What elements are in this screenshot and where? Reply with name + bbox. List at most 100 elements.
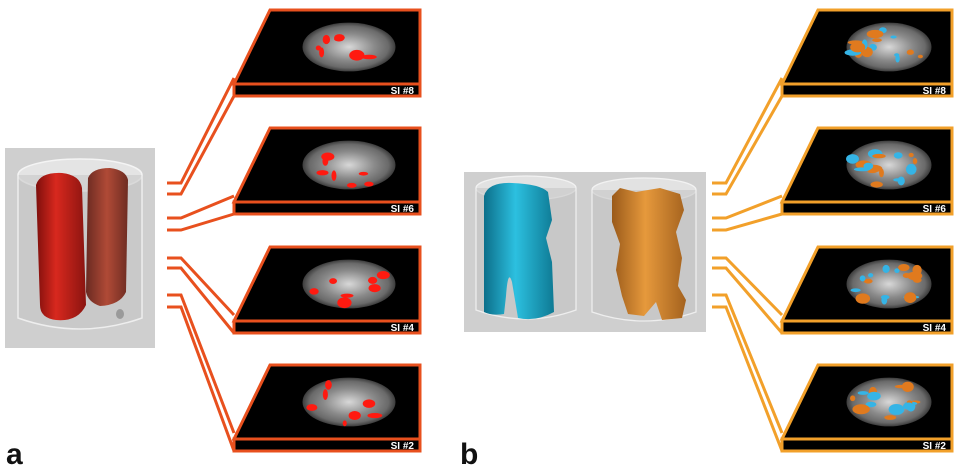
- activation-overlay: [331, 170, 337, 181]
- connector-line: [712, 212, 783, 232]
- slice-label: SI #4: [391, 323, 415, 334]
- activation-overlay: [358, 171, 369, 176]
- slice-label: SI #4: [923, 323, 947, 334]
- activation-overlay: [870, 181, 883, 188]
- activation-overlay: [903, 402, 915, 410]
- activation-overlay: [857, 391, 869, 395]
- slice-label: SI #6: [391, 204, 415, 215]
- connector-line: [167, 266, 236, 334]
- brain-slice: [846, 140, 932, 190]
- slice-label: SI #6: [923, 204, 947, 215]
- activation-overlay: [902, 273, 911, 278]
- connector-line: [167, 212, 235, 232]
- activation-overlay: [309, 288, 319, 295]
- activation-overlay: [867, 391, 881, 401]
- slice-stack-b: SI #8 SI #6 SI #4 SI #2: [712, 8, 954, 453]
- connector-line: [712, 194, 783, 220]
- activation-overlay: [866, 29, 884, 39]
- slice-label-bar: [780, 319, 954, 335]
- connector-line: [167, 305, 236, 452]
- activation-overlay: [906, 49, 914, 55]
- activation-overlay: [853, 167, 871, 172]
- slice-label-bar: [232, 437, 422, 453]
- activation-overlay: [321, 152, 335, 161]
- slice-plane: SI #6: [779, 126, 954, 216]
- activation-overlay: [881, 295, 888, 305]
- activation-overlay: [334, 34, 345, 42]
- activation-overlay: [912, 158, 918, 165]
- activation-overlay: [846, 154, 859, 164]
- slice-plane: SI #8: [779, 8, 954, 98]
- activation-overlay: [340, 293, 354, 298]
- activation-overlay: [859, 275, 866, 282]
- activation-overlay: [337, 297, 352, 309]
- connector-line: [712, 95, 784, 196]
- slice-label-bar: [780, 82, 954, 98]
- activation-overlay: [322, 389, 328, 401]
- activation-overlay: [319, 47, 325, 58]
- slice-plane: SI #8: [231, 8, 422, 98]
- activation-overlay: [855, 293, 871, 304]
- volume-rendering-a: [5, 148, 155, 348]
- slice-label-bar: [232, 82, 422, 98]
- activation-overlay: [879, 168, 884, 178]
- activation-overlay: [908, 152, 914, 158]
- cylinder-marker: [116, 309, 124, 319]
- panel-b: SI #8 SI #6 SI #4 SI #2 b: [460, 8, 954, 469]
- slice-label: SI #2: [923, 441, 947, 452]
- connector-line: [712, 293, 784, 434]
- slice-label: SI #8: [923, 86, 947, 97]
- activation-overlay: [865, 401, 877, 408]
- slice-plane: SI #6: [231, 126, 422, 216]
- connector-line: [167, 194, 235, 220]
- activation-overlay: [346, 182, 357, 188]
- connector-line: [712, 77, 784, 185]
- activation-overlay: [329, 278, 338, 284]
- slice-label-bar: [232, 200, 422, 216]
- activation-overlay: [322, 34, 331, 45]
- slice-label-bar: [232, 319, 422, 335]
- activation-overlay: [316, 170, 329, 176]
- activation-overlay: [904, 292, 917, 303]
- activation-overlay: [872, 153, 886, 159]
- activation-overlay: [325, 380, 332, 390]
- slice-label: SI #8: [391, 86, 415, 97]
- activation-overlay: [368, 284, 381, 293]
- connectors-a: [167, 77, 236, 452]
- activation-overlay: [348, 411, 361, 420]
- activation-overlay: [364, 181, 374, 187]
- connector-line: [712, 266, 784, 334]
- activation-overlay: [897, 176, 905, 186]
- connector-line: [167, 256, 236, 317]
- connectors-b: [712, 77, 784, 452]
- activation-overlay: [868, 273, 874, 278]
- activation-overlay: [867, 169, 878, 174]
- activation-overlay: [882, 264, 890, 273]
- activation-overlay: [850, 288, 861, 293]
- connector-line: [167, 77, 236, 185]
- slice-plane: SI #4: [779, 245, 954, 335]
- brain-slice: [302, 140, 396, 190]
- activation-overlay: [367, 276, 378, 284]
- activation-region-blue: [484, 182, 554, 320]
- connector-line: [167, 95, 236, 196]
- activation-overlay: [852, 404, 870, 415]
- panel-letter-b: b: [460, 438, 478, 469]
- activation-overlay: [912, 277, 922, 283]
- brain-slice: [302, 377, 396, 427]
- activation-overlay: [890, 35, 897, 39]
- slice-label: SI #2: [391, 441, 415, 452]
- activation-overlay: [901, 381, 914, 392]
- connector-line: [712, 256, 784, 317]
- activation-overlay: [362, 399, 376, 408]
- volume-rendering-b: [464, 172, 706, 332]
- activation-overlay: [342, 420, 347, 427]
- brain-slice: [302, 259, 396, 309]
- activation-overlay: [349, 49, 365, 61]
- activation-column-back: [86, 168, 128, 306]
- connector-line: [167, 293, 236, 434]
- activation-overlay: [367, 413, 383, 419]
- slice-plane: SI #2: [231, 363, 422, 453]
- activation-overlay: [376, 271, 390, 280]
